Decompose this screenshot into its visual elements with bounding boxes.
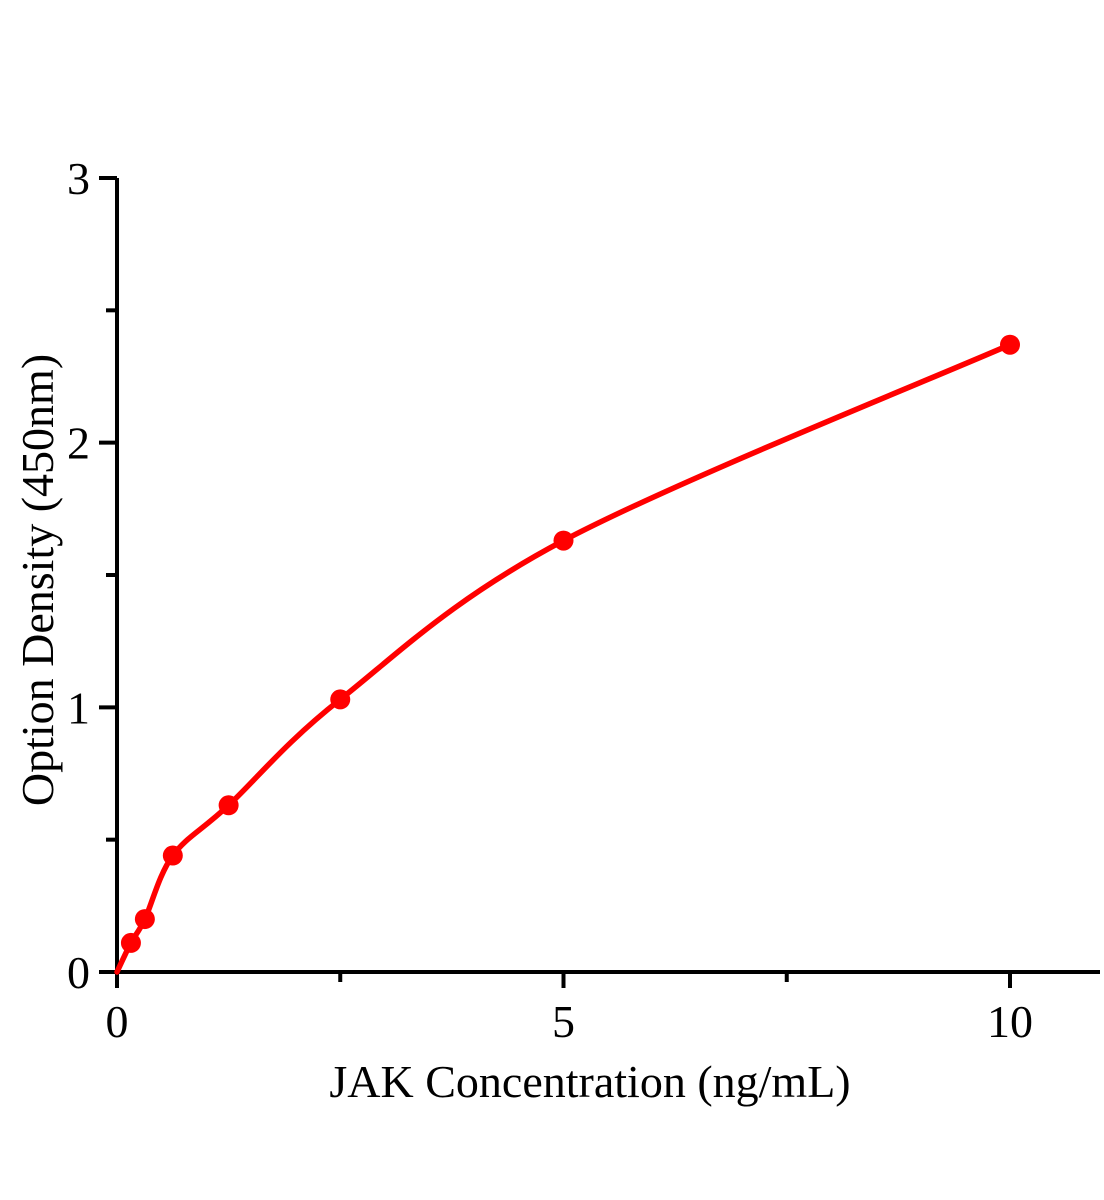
tick-labels: 0 1 2 3 0 5 10: [67, 153, 1033, 1047]
y-tick-label: 2: [67, 418, 90, 469]
data-point: [553, 530, 574, 551]
data-point: [330, 689, 351, 710]
data-points: [120, 334, 1020, 953]
data-point: [1000, 334, 1020, 355]
x-tick-label: 10: [987, 996, 1033, 1047]
data-point: [162, 845, 183, 866]
data-point: [120, 932, 141, 953]
data-point: [134, 909, 155, 930]
y-tick-label: 3: [67, 153, 90, 204]
axes: [99, 176, 1100, 988]
fit-curve: [114, 341, 1013, 975]
x-axis-label: JAK Concentration (ng/mL): [329, 1056, 851, 1107]
x-tick-label: 0: [106, 996, 129, 1047]
x-tick-label: 5: [552, 996, 575, 1047]
y-tick-label: 0: [67, 947, 90, 998]
y-axis-label: Option Density (450nm): [12, 353, 63, 807]
y-tick-label: 1: [67, 682, 90, 733]
data-point: [218, 795, 239, 816]
